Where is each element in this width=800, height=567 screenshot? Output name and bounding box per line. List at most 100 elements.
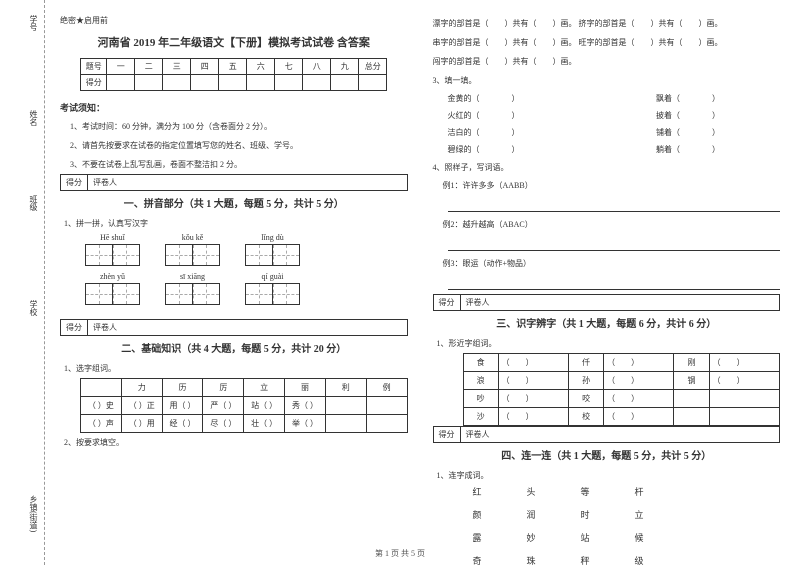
cell[interactable] — [366, 397, 407, 415]
cell[interactable]: （ ）史 — [81, 397, 122, 415]
conn-char[interactable]: 候 — [635, 531, 644, 544]
fill-row: 金黄的（ ） 飘着（ ） — [448, 93, 781, 104]
fill-item[interactable]: 躺着（ ） — [656, 144, 720, 155]
pinyin: lǐng dù — [245, 233, 300, 242]
cell[interactable]: 严（ ） — [203, 397, 244, 415]
binding-label: 班级 — [28, 195, 39, 211]
fill-item[interactable]: 金黄的（ ） — [448, 93, 520, 104]
cell[interactable]: （ ） — [709, 371, 779, 389]
binding-label: 姓名 — [28, 110, 39, 126]
binding-label: 学校 — [28, 300, 39, 316]
cell: 食 — [463, 353, 498, 371]
cell[interactable] — [191, 75, 219, 91]
cell: 七 — [275, 59, 303, 75]
fill-item[interactable]: 火红的（ ） — [448, 110, 520, 121]
cell[interactable] — [163, 75, 191, 91]
score-label: 得分 — [61, 320, 88, 335]
cell[interactable]: （ ） — [604, 389, 674, 407]
cell[interactable] — [247, 75, 275, 91]
tianzige[interactable] — [245, 244, 300, 266]
cell[interactable]: （ ）正 — [121, 397, 162, 415]
cell[interactable]: （ ）声 — [81, 415, 122, 433]
conn-char[interactable]: 露 — [473, 531, 482, 544]
cell[interactable]: （ ） — [604, 353, 674, 371]
tianzige[interactable] — [85, 244, 140, 266]
conn-char[interactable]: 妙 — [527, 531, 536, 544]
pinyin-row: Hē shuǐ kǒu kě lǐng dù — [85, 233, 408, 242]
cell[interactable]: （ ） — [498, 353, 568, 371]
conn-char[interactable]: 红 — [473, 485, 482, 498]
fill-item[interactable]: 铺着（ ） — [656, 127, 720, 138]
cell[interactable] — [219, 75, 247, 91]
cell[interactable] — [331, 75, 359, 91]
conn-char[interactable]: 颜 — [473, 508, 482, 521]
cell[interactable]: 秀（ ） — [285, 397, 326, 415]
cell: 六 — [247, 59, 275, 75]
answer-line[interactable] — [448, 278, 781, 290]
tianzige[interactable] — [165, 283, 220, 305]
section-title: 二、基础知识（共 4 大题，每题 5 分，共计 20 分） — [60, 340, 408, 355]
connect-row: 露 妙 站 候 — [473, 531, 781, 544]
cell: 校 — [568, 407, 603, 425]
section-title: 三、识字辨字（共 1 大题，每题 6 分，共计 6 分） — [433, 315, 781, 330]
cell[interactable] — [275, 75, 303, 91]
left-column: 绝密★启用前 河南省 2019 年二年级语文【下册】模拟考试试卷 含答案 题号 … — [60, 15, 408, 555]
cell — [709, 407, 779, 425]
cell[interactable]: 举（ ） — [285, 415, 326, 433]
cell[interactable]: （ ） — [709, 353, 779, 371]
fill-item[interactable]: 洁白的（ ） — [448, 127, 520, 138]
pinyin-row: zhèn yǔ sī xiāng qí guài — [85, 272, 408, 281]
conn-char[interactable]: 时 — [581, 508, 590, 521]
cell[interactable]: 用（ ） — [162, 397, 203, 415]
cell[interactable] — [325, 415, 366, 433]
fill-item[interactable]: 飘着（ ） — [656, 93, 720, 104]
fill-item[interactable]: 碧绿的（ ） — [448, 144, 520, 155]
notice-title: 考试须知： — [60, 101, 408, 114]
cell[interactable]: （ ） — [498, 407, 568, 425]
cell[interactable] — [303, 75, 331, 91]
section-title: 一、拼音部分（共 1 大题，每题 5 分，共计 5 分） — [60, 195, 408, 210]
answer-line[interactable] — [448, 239, 781, 251]
grader-label: 评卷人 — [88, 175, 122, 190]
cell: 得分 — [81, 75, 107, 91]
cell[interactable] — [325, 397, 366, 415]
cell[interactable] — [135, 75, 163, 91]
cell[interactable]: 壮（ ） — [244, 415, 285, 433]
cell: 三 — [163, 59, 191, 75]
cell[interactable]: （ ） — [498, 371, 568, 389]
cell[interactable] — [107, 75, 135, 91]
cell[interactable]: 经（ ） — [162, 415, 203, 433]
cell[interactable]: （ ）用 — [121, 415, 162, 433]
cell: 吵 — [463, 389, 498, 407]
pinyin: Hē shuǐ — [85, 233, 140, 242]
conn-char[interactable]: 润 — [527, 508, 536, 521]
conn-char[interactable]: 等 — [581, 485, 590, 498]
tianzige-row — [85, 244, 408, 266]
cell[interactable]: （ ） — [498, 389, 568, 407]
cell[interactable] — [359, 75, 387, 91]
table-row: 得分 — [81, 75, 387, 91]
cell[interactable]: 尽（ ） — [203, 415, 244, 433]
cell[interactable]: （ ） — [604, 407, 674, 425]
fill-row: 碧绿的（ ） 躺着（ ） — [448, 144, 781, 155]
cell: 一 — [107, 59, 135, 75]
conn-char[interactable]: 杆 — [635, 485, 644, 498]
tianzige[interactable] — [245, 283, 300, 305]
cell[interactable] — [366, 415, 407, 433]
conn-char[interactable]: 站 — [581, 531, 590, 544]
tianzige[interactable] — [165, 244, 220, 266]
grade-box: 得分 评卷人 — [433, 294, 781, 311]
tianzige[interactable] — [85, 283, 140, 305]
score-label: 得分 — [434, 295, 461, 310]
page-footer: 第 1 页 共 5 页 — [0, 548, 800, 559]
fill-item[interactable]: 披着（ ） — [656, 110, 720, 121]
grader-label: 评卷人 — [461, 427, 495, 442]
cell[interactable]: （ ） — [604, 371, 674, 389]
answer-line[interactable] — [448, 200, 781, 212]
conn-char[interactable]: 头 — [527, 485, 536, 498]
conn-char[interactable]: 立 — [635, 508, 644, 521]
cell: 五 — [219, 59, 247, 75]
tianzige-row — [85, 283, 408, 305]
radical-line: 串字的部首是（ ）共有（ ）画。 旺字的部首是（ ）共有（ ）画。 — [433, 37, 781, 50]
cell[interactable]: 站（ ） — [244, 397, 285, 415]
